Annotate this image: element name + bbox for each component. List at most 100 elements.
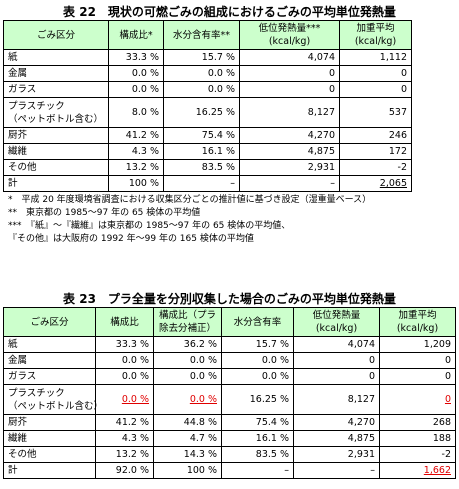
header-cell: ごみ区分 [3, 20, 109, 50]
table: ごみ区分 構成比* 水分含有率** 低位発熱量*** (kcal/kg) 加重平均 (kca… [3, 20, 412, 192]
cell: 0 [379, 368, 456, 385]
cell: 4.3 % [108, 143, 164, 160]
cell: 4,270 [239, 127, 340, 144]
header-cell: 低位発熱量*** (kcal/kg) [239, 20, 340, 50]
header-text: (kcal/kg) [396, 323, 439, 334]
cell: 4.3 % [95, 430, 154, 447]
data-row: 計 100 % – –2,065 [3, 175, 412, 192]
cell: 33.3 % [95, 336, 154, 353]
cell: 4,875 [293, 430, 380, 447]
data-row: ガラス 0.0 % 0.0 % 0 0 [3, 81, 412, 98]
cell: 0 [293, 368, 380, 385]
note: 『その他』は大阪府の 1992 年～99 年の 165 検体の平均値 [8, 234, 254, 244]
cell: 13.2 % [95, 446, 154, 463]
cell: 246 [339, 127, 412, 144]
row-label: 金属 [3, 65, 109, 82]
notes: * 平成 20 年度環境省調査における収集区分ごとの推計値に基づき設定（湿重量ベ… [8, 194, 371, 246]
row-label-text: （ペットボトル含む） [8, 113, 104, 125]
cell: 83.5 % [221, 446, 294, 463]
row-label: プラスチック （ペットボトル含む） [3, 97, 109, 128]
cell: -2 [379, 446, 456, 463]
cell: 36.2 % [153, 336, 222, 353]
cell: 0.0 % [221, 368, 294, 385]
row-label: その他 [3, 446, 96, 463]
row-label-text: 厨芥 [8, 130, 28, 141]
cell: 15.7 % [163, 49, 240, 66]
row-label-text: 金属 [8, 355, 28, 366]
cell: 2,931 [293, 446, 380, 463]
row-label: ガラス [3, 81, 109, 98]
cell: -2 [339, 159, 412, 176]
data-row: その他 13.2 % 83.5 % 2,931 -2 [3, 159, 412, 176]
table: ごみ区分 構成比 構成比（プラ 除去分補正） 水分含有率 低位発熱量 (kcal/kg) 加重… [3, 307, 456, 479]
header-text: ごみ区分 [30, 316, 69, 328]
cell: 0 [339, 65, 412, 82]
header-text: 構成比 [110, 316, 139, 328]
cell: 16.25 % [221, 384, 294, 415]
header-text: 低位発熱量 [312, 310, 361, 321]
row-label: その他 [3, 159, 109, 176]
cell: 2,065 [339, 175, 412, 192]
row-label-text: 紙 [8, 339, 18, 350]
header-text: 水分含有率 [233, 316, 282, 328]
row-label-text: その他 [8, 449, 37, 460]
row-label: 厨芥 [3, 127, 109, 144]
cell: 41.2 % [95, 414, 154, 431]
cell: 41.2 % [108, 127, 164, 144]
row-label-text: （ペットボトル含む） [8, 400, 104, 412]
cell: 4,875 [239, 143, 340, 160]
cell: 0.0 % [95, 352, 154, 369]
header-cell: ごみ区分 [3, 307, 96, 337]
header-row: ごみ区分 構成比* 水分含有率** 低位発熱量*** (kcal/kg) 加重平均 (kca… [3, 20, 412, 50]
cell: 13.2 % [108, 159, 164, 176]
cell: 4,074 [239, 49, 340, 66]
cell: – [221, 462, 294, 479]
cell: 268 [379, 414, 456, 431]
row-label-text: ガラス [8, 371, 37, 382]
row-label-text: プラスチック [8, 387, 65, 399]
cell: 0.0 % [108, 65, 164, 82]
data-row: 金属 0.0 % 0.0 % 0 0 [3, 65, 412, 82]
row-label-text: 金属 [8, 68, 28, 79]
row-label-text: プラスチック [8, 100, 65, 112]
cell: 44.8 % [153, 414, 222, 431]
row-label: ガラス [3, 368, 96, 385]
cell: – [163, 175, 240, 192]
header-text: 加重平均 [398, 310, 437, 321]
data-row: 紙 33.3 % 36.2 % 15.7 % 4,074 1,209 [3, 336, 456, 353]
header-text: ごみ区分 [36, 29, 75, 41]
row-label-text: 計 [8, 465, 18, 476]
row-label-text: 厨芥 [8, 417, 28, 428]
cell: 92.0 % [95, 462, 154, 479]
row-label-text: ガラス [8, 84, 37, 95]
row-label: 繊維 [3, 143, 109, 160]
cell: 4,074 [293, 336, 380, 353]
header-cell: 構成比 [95, 307, 154, 337]
cell: 0 [339, 81, 412, 98]
cell: 0.0 % [153, 368, 222, 385]
header-cell: 水分含有率** [163, 20, 240, 50]
row-label-text: 紙 [8, 52, 18, 63]
data-row: その他 13.2 % 14.3 % 83.5 % 2,931 -2 [3, 446, 456, 463]
cell: 1,112 [339, 49, 412, 66]
cell: 172 [339, 143, 412, 160]
table-title: 表 22 現状の可燃ごみの組成におけるごみの平均単位発熱量 [63, 5, 396, 19]
header-text: 低位発熱量*** [258, 23, 321, 34]
cell: 33.3 % [108, 49, 164, 66]
cell: 0.0 % [153, 352, 222, 369]
cell: 0 [293, 352, 380, 369]
cell: 0.0 % [95, 384, 154, 415]
cell: 0 [379, 352, 456, 369]
cell: 0.0 % [108, 81, 164, 98]
cell: 0 [239, 65, 340, 82]
table-title: 表 23 プラ全量を分別収集した場合のごみの平均単位発熱量 [63, 292, 396, 306]
row-label: 金属 [3, 352, 96, 369]
data-row: 厨芥 41.2 % 44.8 % 75.4 % 4,270 268 [3, 414, 456, 431]
cell: 4.7 % [153, 430, 222, 447]
cell: 16.1 % [221, 430, 294, 447]
cell: 14.3 % [153, 446, 222, 463]
row-label: 計 [3, 175, 109, 192]
cell: 2,931 [239, 159, 340, 176]
cell: 75.4 % [221, 414, 294, 431]
cell: 537 [339, 97, 412, 128]
